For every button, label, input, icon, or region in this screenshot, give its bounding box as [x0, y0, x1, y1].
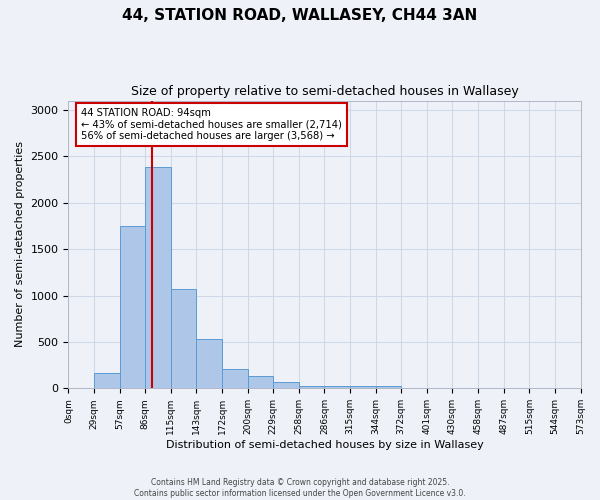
Text: 44, STATION ROAD, WALLASEY, CH44 3AN: 44, STATION ROAD, WALLASEY, CH44 3AN: [122, 8, 478, 22]
Text: 44 STATION ROAD: 94sqm
← 43% of semi-detached houses are smaller (2,714)
56% of : 44 STATION ROAD: 94sqm ← 43% of semi-det…: [81, 108, 342, 141]
Bar: [222, 369, 248, 388]
Title: Size of property relative to semi-detached houses in Wallasey: Size of property relative to semi-detach…: [131, 85, 518, 98]
Text: Contains HM Land Registry data © Crown copyright and database right 2025.
Contai: Contains HM Land Registry data © Crown c…: [134, 478, 466, 498]
Bar: [94, 372, 119, 388]
Bar: [376, 386, 401, 388]
Bar: [248, 376, 273, 388]
Bar: [171, 289, 196, 388]
Bar: [273, 382, 299, 388]
Y-axis label: Number of semi-detached properties: Number of semi-detached properties: [15, 142, 25, 348]
X-axis label: Distribution of semi-detached houses by size in Wallasey: Distribution of semi-detached houses by …: [166, 440, 484, 450]
Bar: [119, 226, 145, 388]
Bar: [350, 386, 376, 388]
Bar: [325, 386, 350, 388]
Bar: [196, 338, 222, 388]
Bar: [145, 168, 171, 388]
Bar: [299, 386, 325, 388]
